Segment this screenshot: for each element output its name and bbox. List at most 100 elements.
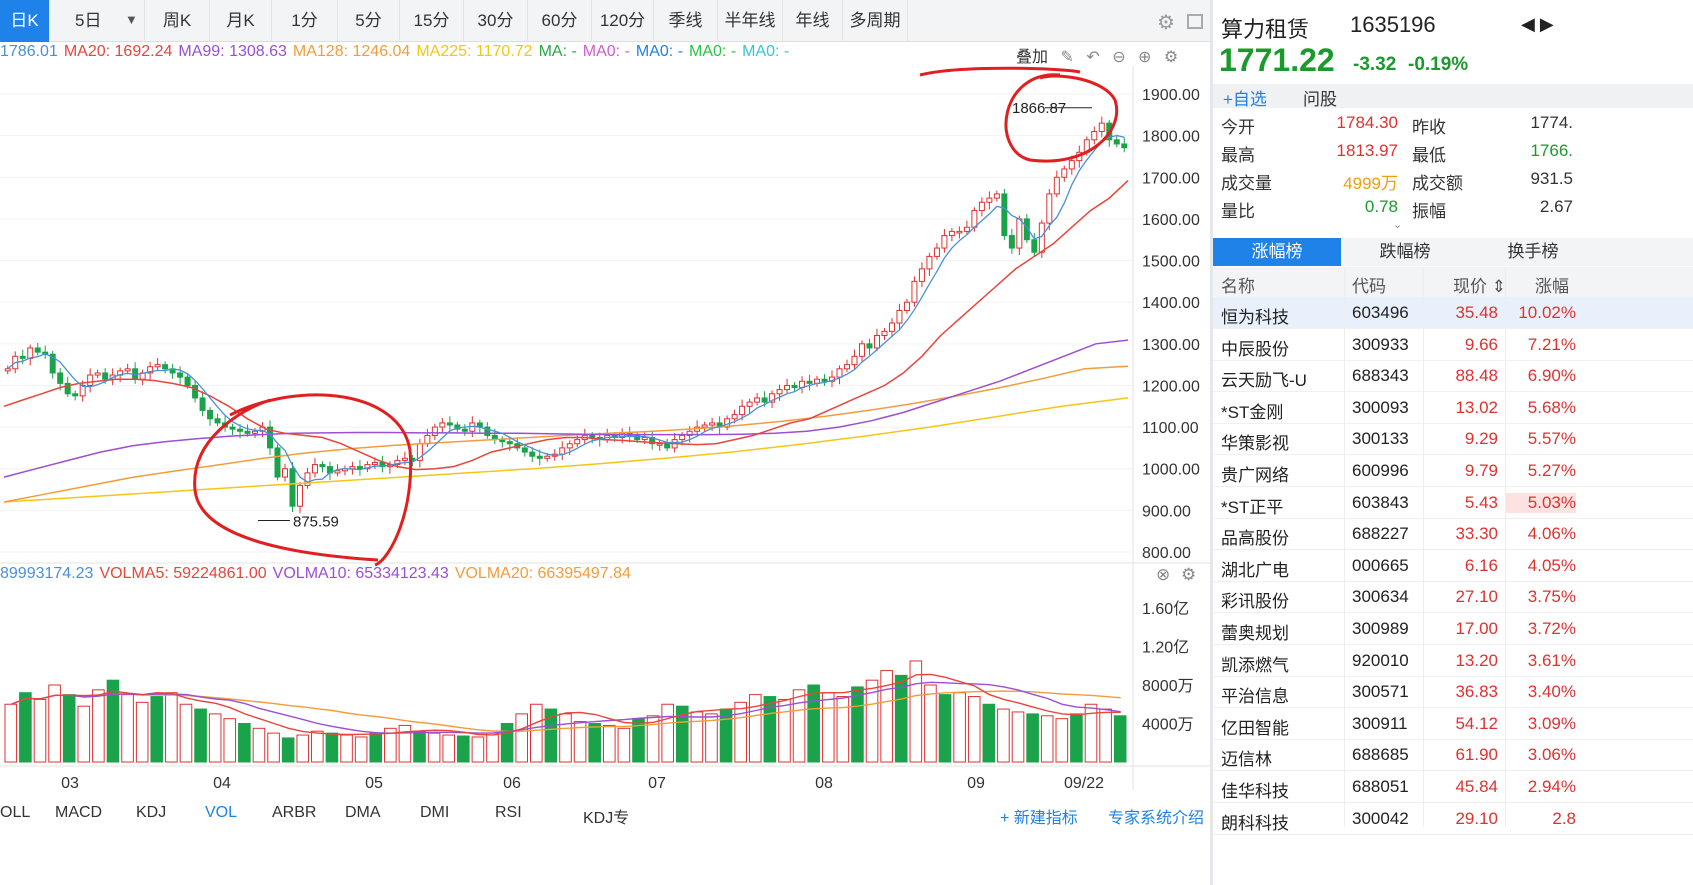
candle [371,461,378,466]
table-row[interactable]: 佳华科技 688051 45.84 2.94% [1213,771,1693,803]
expert-system-link[interactable]: 专家系统介绍 [1108,810,1205,827]
table-row[interactable]: 贵广网络 600996 9.79 5.27% [1213,455,1693,487]
table-row[interactable]: 朗科科技 300042 29.10 2.8 [1213,803,1693,835]
undo-icon[interactable]: ↶ [1086,49,1100,66]
table-row[interactable]: 品高股份 688227 33.30 4.06% [1213,518,1693,551]
col-price[interactable]: 现价 ⇕ [1453,277,1506,296]
prev-next-icon[interactable]: ◀ ▶ [1521,14,1554,34]
indicator-tab-8[interactable]: KDJ专 [583,810,630,827]
indicator-tab-2[interactable]: KDJ [136,804,167,821]
indicator-tab-4[interactable]: ARBR [272,804,317,821]
quote-value: 4999万 [1343,174,1398,193]
candle [664,443,671,449]
col-pct[interactable]: 涨幅 [1535,277,1569,296]
table-row[interactable]: 云天励飞-U 688343 88.48 6.90% [1213,360,1693,393]
row-pct: 6.90% [1527,366,1576,386]
add-watchlist-button[interactable]: +自选 [1223,90,1267,109]
price-tick-1: 1800.00 [1142,129,1200,146]
rank-tab-0[interactable]: 涨幅榜 [1213,238,1341,266]
tab-period-10[interactable]: 季线 [654,0,718,42]
candle [124,368,131,372]
gear-icon[interactable]: ⚙ [1180,565,1197,584]
tab-period-8[interactable]: 60分 [528,0,592,42]
tab-period-11[interactable]: 半年线 [718,0,783,42]
candle [679,434,686,441]
table-row[interactable]: 中辰股份 300933 9.66 7.21% [1213,329,1693,361]
chevron-down-icon[interactable]: ▼ [125,12,138,27]
table-row[interactable]: 凯添燃气 920010 13.20 3.61% [1213,645,1693,677]
tab-period-2[interactable]: 周K [145,0,210,42]
table-row[interactable]: 迈信林 688685 61.90 3.06% [1213,739,1693,772]
volma5-line [11,673,1121,736]
tab-period-7[interactable]: 30分 [464,0,528,42]
row-code: 688051 [1352,777,1409,796]
quote-label: 成交额 [1412,174,1463,193]
rank-tab-1[interactable]: 跌幅榜 [1379,242,1431,261]
row-pct: 2.94% [1527,777,1576,796]
candle [229,426,236,430]
table-row[interactable]: *ST金刚 300093 13.02 5.68% [1213,392,1693,424]
candle [72,393,79,397]
panel-toggle-icon[interactable] [1187,14,1203,29]
ask-stock-button[interactable]: 问股 [1303,90,1337,109]
tab-period-0[interactable]: 日K [0,0,50,42]
table-row[interactable]: 平治信息 300571 36.83 3.40% [1213,676,1693,709]
quote-label: 成交量 [1221,174,1272,193]
volume-bar [734,701,747,763]
plus-icon[interactable]: ⊕ [1138,49,1152,66]
candle [1023,218,1030,241]
volume-bar [1113,715,1127,763]
table-row[interactable]: 湖北广电 000665 6.16 4.05% [1213,550,1693,582]
table-row[interactable]: 蕾奥规划 300989 17.00 3.72% [1213,613,1693,645]
indicator-tab-0[interactable]: OLL [0,804,31,821]
indicator-tab-3[interactable]: VOL [205,804,238,821]
annotation-circle [193,393,413,567]
brush-icon[interactable]: ✎ [1060,49,1074,66]
table-row[interactable]: 恒为科技 603496 35.48 10.02% [1213,297,1693,329]
volume-bar [705,713,718,763]
table-row[interactable]: 亿田智能 300911 54.12 3.09% [1213,708,1693,740]
volume-bar [442,734,456,763]
tab-period-9[interactable]: 120分 [592,0,654,42]
col-name[interactable]: 名称 [1221,277,1255,296]
indicator-tab-1[interactable]: MACD [55,804,103,821]
table-row[interactable]: 彩讯股份 300634 27.10 3.75% [1213,581,1693,614]
x-tick-7: 09/22 [1064,775,1104,792]
close-icon[interactable]: ⊗ [1156,565,1171,584]
quote-label: 最低 [1412,146,1446,165]
indicator-tab-5[interactable]: DMA [345,804,381,821]
tab-period-3[interactable]: 月K [210,0,272,42]
new-indicator-link[interactable]: + 新建指标 [1000,810,1078,827]
col-code[interactable]: 代码 [1352,277,1386,296]
x-tick-0: 03 [61,775,79,792]
ma-label-1: MA20: 1692.24 [63,43,173,60]
tab-period-13[interactable]: 多周期 [843,0,908,42]
tab-period-4[interactable]: 1分 [272,0,338,42]
candle [933,247,940,257]
gear-icon[interactable]: ⚙ [1157,12,1175,34]
table-row[interactable]: *ST正平 603843 5.43 5.03% [1213,487,1693,519]
indicator-tab-6[interactable]: DMI [420,804,450,821]
candle [926,255,933,270]
candle [102,372,109,380]
volume-bar [938,694,952,763]
indicator-tab-7[interactable]: RSI [495,804,522,821]
rank-tab-2[interactable]: 换手榜 [1507,242,1559,261]
ma-label-0: 1786.01 [0,43,58,60]
minus-icon[interactable]: ⊖ [1112,49,1126,66]
volume-bar [223,718,237,763]
candle [49,353,56,374]
overlay-button[interactable]: 叠加 [1016,49,1049,66]
tab-period-12[interactable]: 年线 [783,0,843,42]
table-row[interactable]: 华策影视 300133 9.29 5.57% [1213,423,1693,456]
kline-chart[interactable]: 1900.00 1800.00 1700.00 1600.00 1500.00 1400.… [0,0,1212,800]
row-name: 恒为科技 [1221,308,1289,327]
action-row: +自选 问股 [1213,84,1693,109]
gear-icon[interactable]: ⚙ [1163,49,1179,66]
tab-period-1[interactable]: 5日 [50,0,145,42]
chevron-down-icon[interactable]: ⌄ [1393,219,1403,231]
tab-period-5[interactable]: 5分 [338,0,400,42]
tab-period-6[interactable]: 15分 [400,0,464,42]
row-price: 35.48 [1455,303,1498,322]
ma-label-3: MA128: 1246.04 [292,43,411,60]
